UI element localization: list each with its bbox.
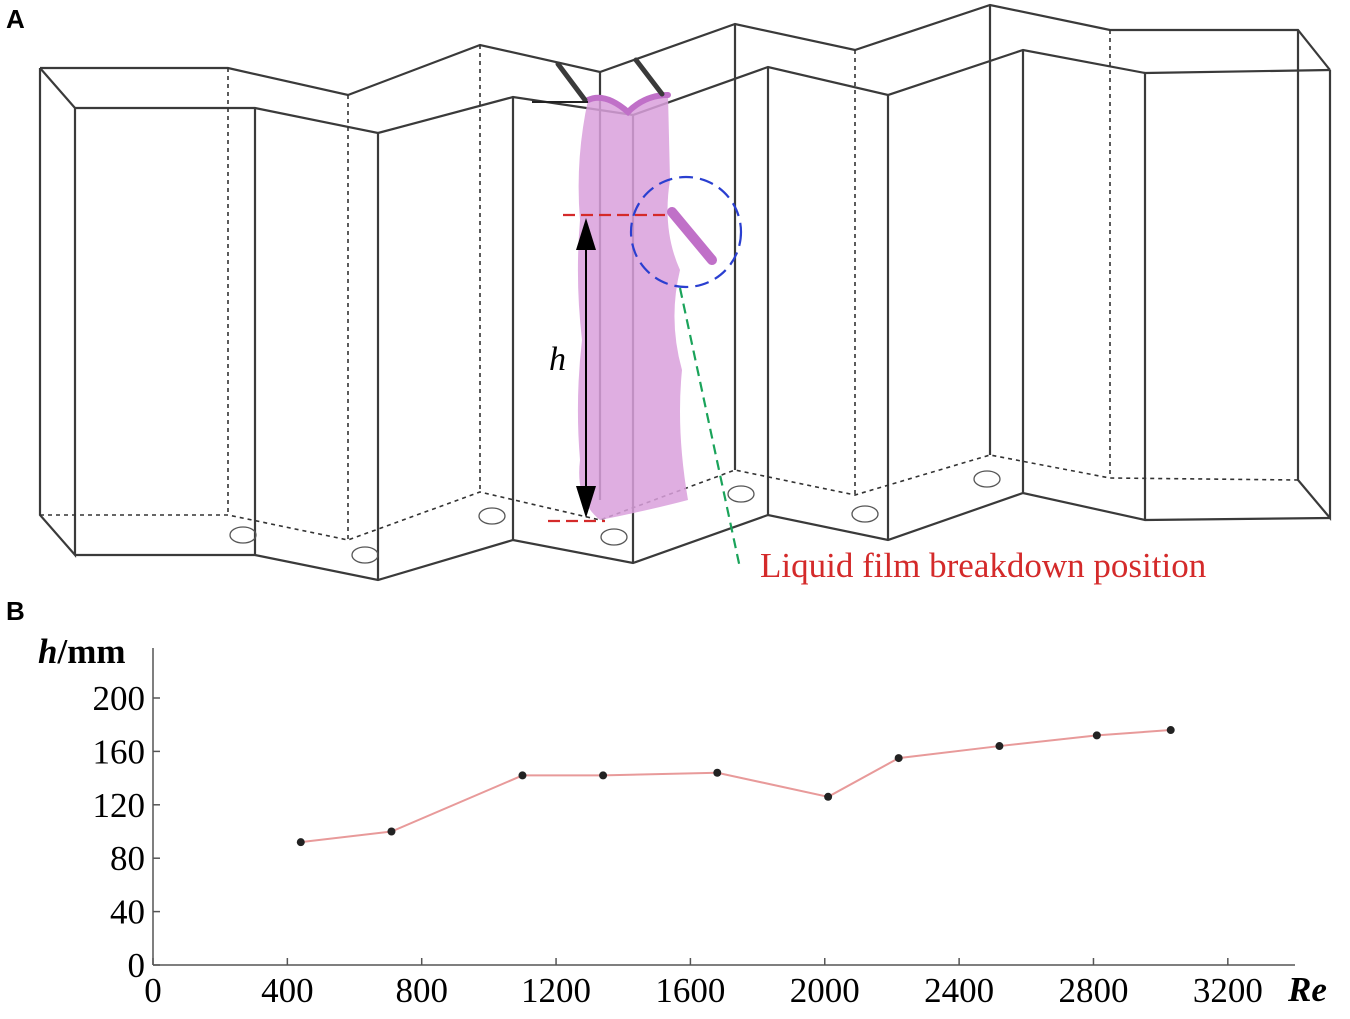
data-point (1092, 731, 1101, 740)
breakdown-streak (667, 207, 717, 265)
x-tick-label: 1200 (521, 971, 591, 1010)
right-end (1296, 30, 1332, 522)
y-ticks: 0 40 80 120 160 200 (93, 679, 160, 985)
x-tick-label: 2400 (924, 971, 994, 1010)
breakdown-label: Liquid film breakdown position (760, 546, 1206, 585)
data-series (296, 726, 1175, 847)
front-top-edge (75, 48, 1331, 135)
y-axis-unit: /mm (56, 632, 125, 671)
height-symbol: h (549, 341, 566, 378)
liquid-film (577, 95, 688, 520)
chart-axes (152, 648, 1295, 966)
breakdown-leader-line (678, 287, 742, 569)
breakdown-highlight-circle (629, 175, 743, 289)
data-point (518, 771, 527, 780)
y-tick-label: 120 (93, 786, 146, 825)
data-point (1166, 726, 1175, 735)
data-point (824, 792, 833, 801)
x-tick-label: 1600 (655, 971, 725, 1010)
y-tick-label: 0 (128, 946, 146, 985)
y-tick-label: 80 (110, 839, 145, 878)
x-tick-label: 2800 (1058, 971, 1128, 1010)
back-top-edge (40, 3, 1331, 97)
x-tick-label: 3200 (1193, 971, 1263, 1010)
x-tick-label: 2000 (790, 971, 860, 1010)
y-tick-label: 200 (93, 679, 146, 718)
data-point (387, 827, 396, 836)
data-point (599, 771, 608, 780)
x-axis-label: Re (1287, 970, 1327, 1009)
data-point (995, 742, 1004, 751)
height-arrow-up-head (576, 218, 596, 250)
panel-label-a: A (6, 4, 25, 34)
front-bottom-edge (75, 491, 1331, 582)
x-tick-label: 0 (144, 971, 162, 1010)
left-end-cap (38, 67, 77, 558)
corrugated-channel-diagram: h Liquid film breakdown position (38, 3, 1332, 585)
drain-holes (229, 470, 1001, 564)
series-line (300, 729, 1171, 844)
y-axis-label: h/mm (38, 632, 126, 671)
panel-label-b: B (6, 596, 25, 626)
data-point (894, 754, 903, 763)
y-axis-symbol: h (38, 632, 57, 671)
y-tick-label: 40 (110, 893, 145, 932)
x-tick-label: 800 (395, 971, 448, 1010)
liquid-nozzles (555, 57, 665, 103)
data-point (713, 768, 722, 777)
film-top-edge (585, 92, 671, 117)
y-tick-label: 160 (93, 732, 146, 771)
data-point (296, 838, 305, 847)
x-tick-label: 400 (261, 971, 314, 1010)
hidden-edges (40, 30, 1299, 541)
height-arrow-down-head (576, 486, 596, 518)
x-ticks: 0 400 800 1200 1600 2000 2400 2800 3200 (144, 958, 1263, 1010)
